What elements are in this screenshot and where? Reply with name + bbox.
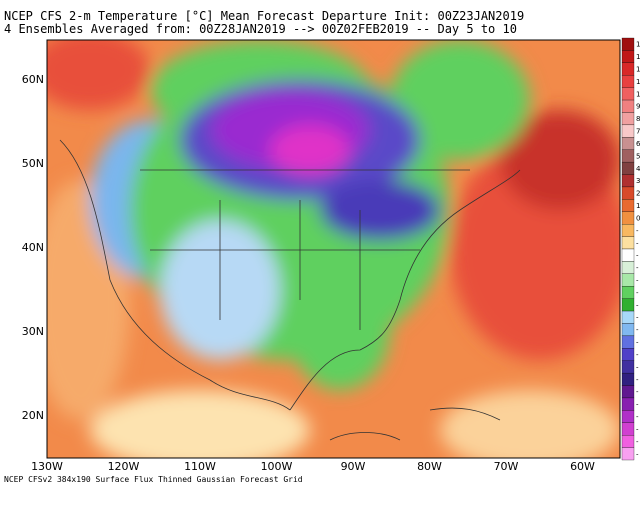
footer: NCEP CFSv2 384x190 Surface Flux Thinned … (4, 475, 303, 484)
coastlines (59, 139, 521, 441)
colorbar-swatch (621, 397, 635, 411)
lon-label: 80W (417, 460, 442, 473)
colorbar-label: 1 (636, 202, 640, 210)
colorbar-label: - (636, 376, 639, 384)
colorbar-swatch (621, 174, 635, 188)
colorbar-swatch (621, 224, 635, 237)
colorbar-swatch (621, 62, 635, 76)
colorbar-swatch (621, 385, 635, 399)
colorbar-swatch (621, 273, 635, 287)
colorbar-label: 8 (636, 115, 640, 123)
colorbar-swatch (621, 137, 635, 150)
colorbar-swatch (621, 236, 635, 250)
colorbar-label: 1 (636, 41, 640, 49)
colorbar-swatch (621, 75, 635, 88)
lon-label: 100W (261, 460, 293, 473)
colorbar-swatch (621, 360, 635, 374)
colorbar-swatch (621, 211, 635, 225)
colorbar-label: 1 (636, 90, 640, 98)
colorbar-swatch (621, 310, 635, 324)
colorbar-label: 0 (636, 214, 640, 222)
colorbar: 1 1 1 1 1 9 8 7 6 5 4 3 2 1 0 - - - - - - - - - - - - - - - - - - - (621, 37, 640, 461)
lon-label: 60W (570, 460, 595, 473)
colorbar-label: 7 (636, 128, 640, 136)
colorbar-label: - (636, 388, 639, 396)
colorbar-label: 1 (636, 53, 640, 61)
colorbar-label: - (636, 351, 639, 359)
lat-label: 30N (22, 325, 44, 338)
colorbar-label: - (636, 401, 639, 409)
colorbar-swatch (621, 298, 635, 312)
lat-label: 50N (22, 157, 44, 170)
colorbar-swatch (621, 161, 635, 175)
colorbar-label: - (636, 277, 639, 285)
colorbar-swatch (621, 37, 635, 51)
colorbar-swatch (621, 87, 635, 101)
lon-label: 130W (31, 460, 63, 473)
colorbar-label: 2 (636, 190, 640, 198)
colorbar-label: - (636, 326, 639, 334)
colorbar-swatch (621, 149, 635, 163)
lat-label: 20N (22, 409, 44, 422)
lon-label: 110W (184, 460, 216, 473)
colorbar-label: - (636, 227, 639, 235)
title-line-1: NCEP CFS 2-m Temperature [°C] Mean Forec… (4, 9, 524, 23)
colorbar-swatch (621, 286, 635, 299)
colorbar-swatch (621, 435, 635, 448)
colorbar-swatch (621, 248, 635, 262)
colorbar-swatch (621, 447, 635, 461)
colorbar-swatch (621, 323, 635, 337)
colorbar-label: - (636, 438, 639, 446)
colorbar-label: - (636, 252, 639, 260)
title-line-2: 4 Ensembles Averaged from: 00Z28JAN2019 … (4, 22, 517, 36)
colorbar-label: 9 (636, 103, 640, 111)
colorbar-swatch (621, 410, 635, 423)
colorbar-swatch (621, 422, 635, 436)
colorbar-label: - (636, 339, 639, 347)
colorbar-label: - (636, 363, 639, 371)
lon-label: 70W (494, 460, 519, 473)
map-frame (46, 39, 621, 459)
colorbar-label: - (636, 425, 639, 433)
colorbar-swatch (621, 348, 635, 361)
colorbar-swatch (621, 99, 635, 113)
colorbar-label: 5 (636, 152, 640, 160)
colorbar-label: - (636, 450, 639, 458)
colorbar-label: - (636, 239, 639, 247)
colorbar-swatch (621, 372, 635, 386)
colorbar-swatch (621, 50, 635, 63)
colorbar-label: 1 (636, 66, 640, 74)
lat-label: 40N (22, 241, 44, 254)
lon-label: 120W (108, 460, 140, 473)
colorbar-label: 4 (636, 165, 640, 173)
map-field (47, 40, 620, 458)
colorbar-label: - (636, 314, 639, 322)
colorbar-label: - (636, 413, 639, 421)
colorbar-label: 3 (636, 177, 640, 185)
colorbar-label: - (636, 289, 639, 297)
colorbar-label: - (636, 264, 639, 272)
colorbar-swatch (621, 335, 635, 349)
colorbar-swatch (621, 186, 635, 200)
colorbar-swatch (621, 199, 635, 212)
colorbar-label: - (636, 301, 639, 309)
colorbar-swatch (621, 112, 635, 126)
colorbar-label: 1 (636, 78, 640, 86)
colorbar-swatch (621, 261, 635, 274)
colorbar-swatch (621, 124, 635, 138)
lon-label: 90W (341, 460, 366, 473)
lat-label: 60N (22, 73, 44, 86)
colorbar-label: 6 (636, 140, 640, 148)
